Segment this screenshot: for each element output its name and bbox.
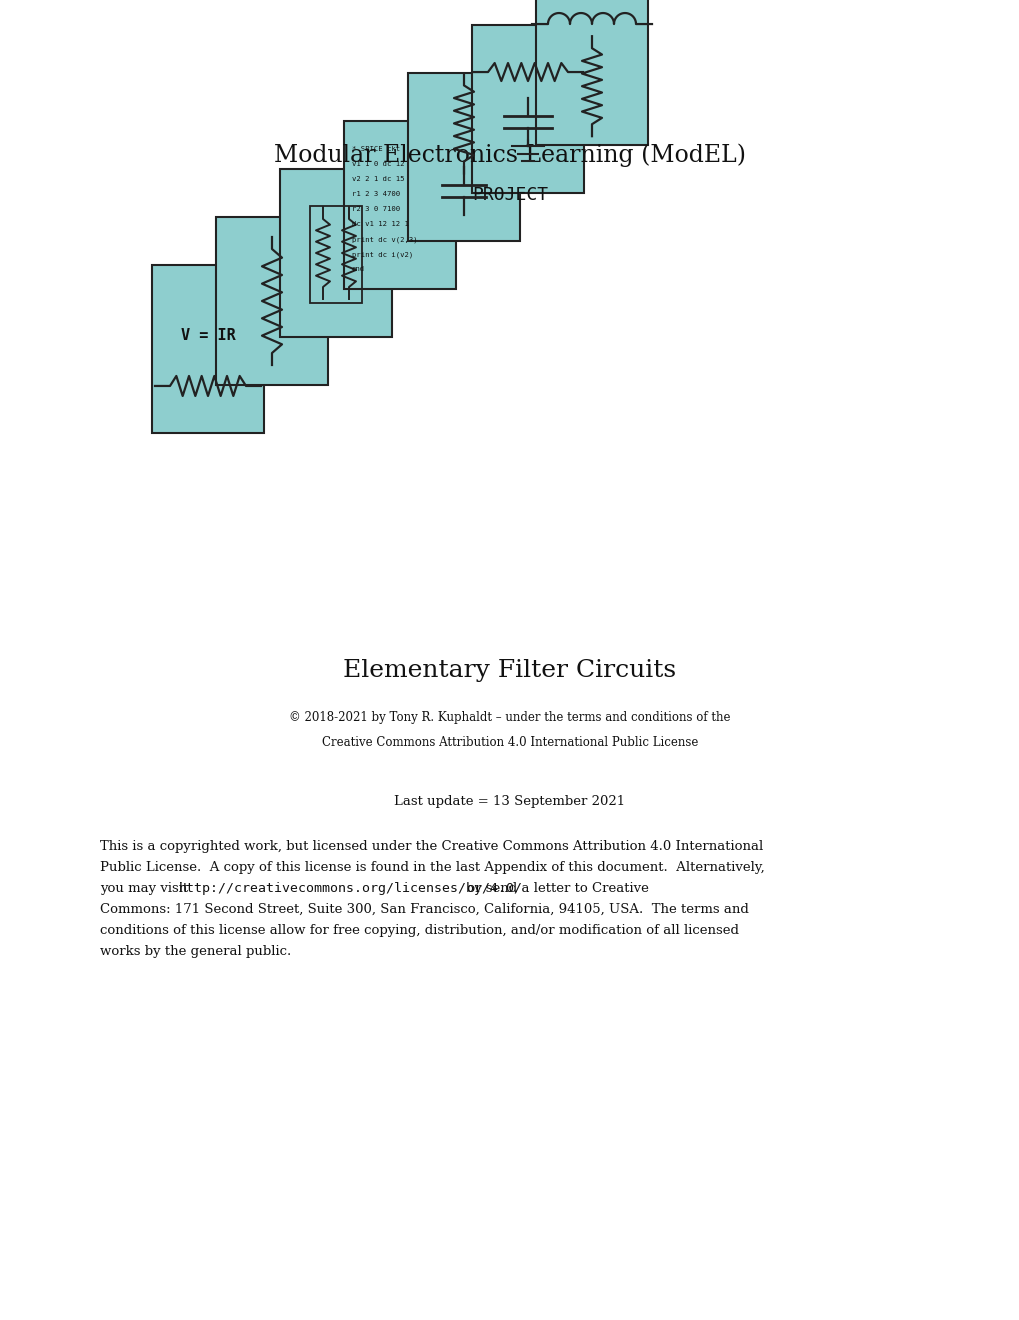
FancyBboxPatch shape xyxy=(152,265,264,433)
Text: works by the general public.: works by the general public. xyxy=(100,945,291,958)
Text: This is a copyrighted work, but licensed under the Creative Commons Attribution : This is a copyrighted work, but licensed… xyxy=(100,840,762,853)
Text: Commons: 171 Second Street, Suite 300, San Francisco, California, 94105, USA.  T: Commons: 171 Second Street, Suite 300, S… xyxy=(100,903,748,916)
FancyBboxPatch shape xyxy=(343,121,455,289)
Text: * SPICE ckt: * SPICE ckt xyxy=(352,147,399,152)
FancyBboxPatch shape xyxy=(535,0,647,145)
Text: you may visit: you may visit xyxy=(100,882,193,895)
FancyBboxPatch shape xyxy=(216,216,328,385)
Text: r2 3 0 7100: r2 3 0 7100 xyxy=(352,206,399,213)
Text: r1 2 3 4700: r1 2 3 4700 xyxy=(352,191,399,197)
Text: v1 1 0 dc 12: v1 1 0 dc 12 xyxy=(352,161,405,168)
Text: Public License.  A copy of this license is found in the last Appendix of this do: Public License. A copy of this license i… xyxy=(100,861,764,874)
Text: Elementary Filter Circuits: Elementary Filter Circuits xyxy=(343,659,676,681)
Text: print dc v(2,3): print dc v(2,3) xyxy=(352,236,417,243)
Text: conditions of this license allow for free copying, distribution, and/or modifica: conditions of this license allow for fre… xyxy=(100,924,739,937)
Bar xyxy=(310,206,362,304)
Text: Creative Commons Attribution 4.0 International Public License: Creative Commons Attribution 4.0 Interna… xyxy=(322,737,697,750)
Text: PROJECT: PROJECT xyxy=(472,186,547,205)
Text: Modular Electronics Learning (ModEL): Modular Electronics Learning (ModEL) xyxy=(274,144,745,166)
FancyBboxPatch shape xyxy=(280,169,391,337)
Text: v2 2 1 dc 15: v2 2 1 dc 15 xyxy=(352,176,405,182)
FancyBboxPatch shape xyxy=(408,73,520,242)
Text: V = IR: V = IR xyxy=(180,329,235,343)
Text: end: end xyxy=(352,267,365,272)
Text: dc v1 12 12 1: dc v1 12 12 1 xyxy=(352,222,409,227)
Text: print dc i(v2): print dc i(v2) xyxy=(352,251,413,257)
Text: Last update = 13 September 2021: Last update = 13 September 2021 xyxy=(394,796,625,808)
Text: http://creativecommons.org/licenses/by/4.0/: http://creativecommons.org/licenses/by/4… xyxy=(179,882,523,895)
Text: or send a letter to Creative: or send a letter to Creative xyxy=(463,882,648,895)
Text: © 2018-2021 by Tony R. Kuphaldt – under the terms and conditions of the: © 2018-2021 by Tony R. Kuphaldt – under … xyxy=(289,711,730,725)
FancyBboxPatch shape xyxy=(472,25,584,193)
